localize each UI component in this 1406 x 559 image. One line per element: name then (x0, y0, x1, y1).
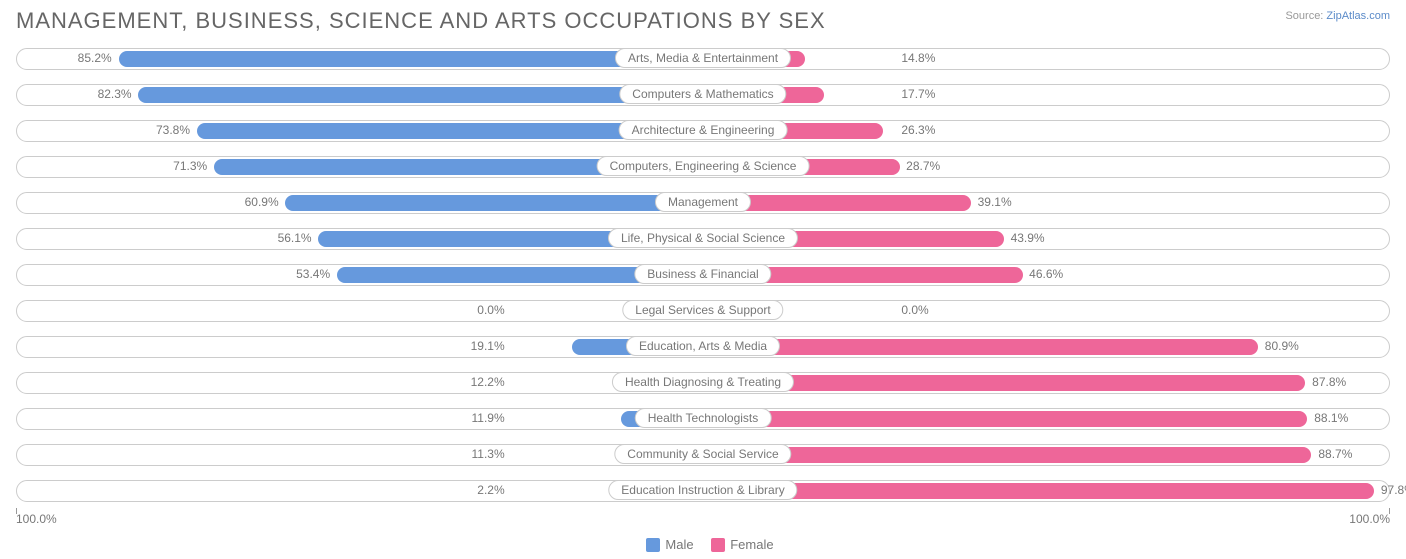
male-pct-label: 60.9% (245, 195, 279, 209)
category-label: Computers & Mathematics (619, 84, 786, 104)
chart-row: Education Instruction & Library2.2%97.8% (16, 476, 1390, 504)
female-bar (703, 447, 1311, 463)
axis-left-label: 100.0% (16, 512, 57, 526)
chart-row: Management 60.9% 39.1% (16, 188, 1390, 216)
chart-row: Arts, Media & Entertainment 85.2% 14.8% (16, 44, 1390, 72)
female-pct-label: 14.8% (901, 51, 935, 65)
female-bar (703, 411, 1307, 427)
female-swatch (711, 538, 725, 552)
category-label: Community & Social Service (614, 444, 791, 464)
chart-row: Architecture & Engineering 73.8% 26.3% (16, 116, 1390, 144)
female-pct-label: 46.6% (1029, 267, 1063, 281)
male-pct-label: 53.4% (296, 267, 330, 281)
female-pct-label: 26.3% (901, 123, 935, 137)
chart-row: Computers, Engineering & Science 71.3% 28.… (16, 152, 1390, 180)
female-pct-label: 88.7% (1318, 447, 1352, 461)
male-pct-label: 71.3% (173, 159, 207, 173)
female-pct-label: 97.8% (1381, 483, 1406, 497)
male-bar (285, 195, 703, 211)
male-pct-label: 73.8% (156, 123, 190, 137)
chart-row: Computers & Mathematics 82.3% 17.7% (16, 80, 1390, 108)
category-label: Business & Financial (634, 264, 771, 284)
chart-area: Arts, Media & Entertainment 85.2% 14.8% Com… (16, 44, 1390, 504)
x-axis: 100.0% 100.0% (16, 512, 1390, 530)
male-pct-label: 12.2% (471, 375, 505, 389)
category-label: Legal Services & Support (622, 300, 783, 320)
female-pct-label: 88.1% (1314, 411, 1348, 425)
male-pct-label: 19.1% (471, 339, 505, 353)
category-label: Health Technologists (635, 408, 772, 428)
category-label: Education, Arts & Media (626, 336, 780, 356)
source-attribution: Source: ZipAtlas.com (1285, 10, 1390, 22)
female-pct-label: 39.1% (978, 195, 1012, 209)
female-pct-label: 28.7% (906, 159, 940, 173)
source-link[interactable]: ZipAtlas.com (1326, 10, 1390, 22)
male-pct-label: 11.3% (472, 447, 505, 461)
chart-row: Health Diagnosing & Treating 12.2% 87.8% (16, 368, 1390, 396)
legend-male-label: Male (665, 537, 693, 552)
male-bar (138, 87, 703, 103)
male-pct-label: 0.0% (477, 303, 504, 317)
female-bar (703, 339, 1258, 355)
male-pct-label: 2.2% (477, 483, 504, 497)
female-bar (703, 483, 1374, 499)
female-pct-label: 0.0% (901, 303, 928, 317)
legend: Male Female (16, 536, 1390, 552)
chart-row: Life, Physical & Social Science 56.1% 43.9… (16, 224, 1390, 252)
chart-row: Community & Social Service 11.3% 88.7% (16, 440, 1390, 468)
category-label: Computers, Engineering & Science (597, 156, 810, 176)
category-label: Management (655, 192, 751, 212)
axis-right-label: 100.0% (1349, 512, 1390, 526)
chart-row: Education, Arts & Media 19.1% 80.9% (16, 332, 1390, 360)
male-pct-label: 85.2% (78, 51, 112, 65)
category-label: Life, Physical & Social Science (608, 228, 798, 248)
chart-row: Legal Services & Support 0.0% 0.0% (16, 296, 1390, 324)
male-pct-label: 82.3% (98, 87, 132, 101)
male-pct-label: 11.9% (472, 411, 505, 425)
chart-row: Business & Financial 53.4% 46.6% (16, 260, 1390, 288)
category-label: Architecture & Engineering (619, 120, 788, 140)
female-pct-label: 43.9% (1011, 231, 1045, 245)
male-pct-label: 56.1% (278, 231, 312, 245)
female-pct-label: 87.8% (1312, 375, 1346, 389)
source-prefix: Source: (1285, 10, 1326, 22)
female-pct-label: 17.7% (901, 87, 935, 101)
category-label: Arts, Media & Entertainment (615, 48, 791, 68)
female-pct-label: 80.9% (1265, 339, 1299, 353)
male-swatch (646, 538, 660, 552)
legend-female-label: Female (730, 537, 773, 552)
chart-title: Management, Business, Science and Arts O… (16, 8, 1390, 34)
category-label: Education Instruction & Library (608, 480, 797, 500)
chart-row: Health Technologists 11.9% 88.1% (16, 404, 1390, 432)
category-label: Health Diagnosing & Treating (612, 372, 794, 392)
